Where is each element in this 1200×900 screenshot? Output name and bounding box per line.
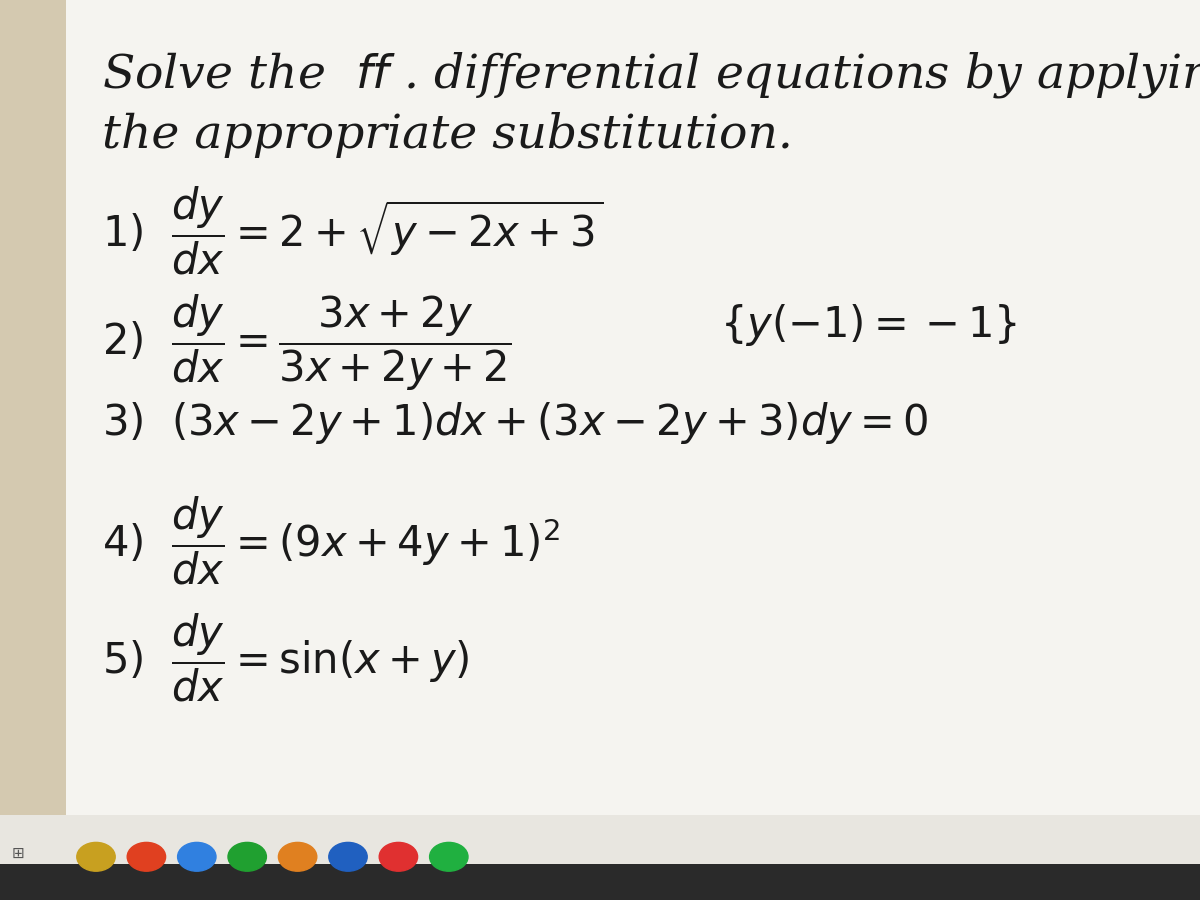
FancyBboxPatch shape — [0, 864, 1200, 900]
Text: $\{y(-1) = -1\}$: $\{y(-1) = -1\}$ — [720, 302, 1016, 347]
Text: 5)  $\dfrac{dy}{dx} = \sin(x + y)$: 5) $\dfrac{dy}{dx} = \sin(x + y)$ — [102, 612, 469, 704]
Circle shape — [127, 842, 166, 871]
Text: 2)  $\dfrac{dy}{dx} = \dfrac{3x + 2y}{3x + 2y + 2}$: 2) $\dfrac{dy}{dx} = \dfrac{3x + 2y}{3x … — [102, 292, 511, 392]
Text: 4)  $\dfrac{dy}{dx} = (9x + 4y + 1)^2$: 4) $\dfrac{dy}{dx} = (9x + 4y + 1)^2$ — [102, 495, 560, 587]
Text: ⊞: ⊞ — [12, 846, 25, 860]
Circle shape — [278, 842, 317, 871]
Circle shape — [228, 842, 266, 871]
Circle shape — [77, 842, 115, 871]
Text: 3)  $(3x - 2y + 1)dx + (3x - 2y + 3)dy = 0$: 3) $(3x - 2y + 1)dx + (3x - 2y + 3)dy = … — [102, 400, 928, 446]
Circle shape — [329, 842, 367, 871]
Text: Solve the  $\it{ff}$ . differential equations by applying: Solve the $\it{ff}$ . differential equat… — [102, 50, 1200, 100]
Circle shape — [379, 842, 418, 871]
Text: 1)  $\dfrac{dy}{dx} = 2 + \sqrt{y - 2x + 3}$: 1) $\dfrac{dy}{dx} = 2 + \sqrt{y - 2x + … — [102, 184, 604, 276]
Text: the appropriate substitution.: the appropriate substitution. — [102, 112, 793, 158]
FancyBboxPatch shape — [0, 0, 66, 900]
FancyBboxPatch shape — [0, 814, 1200, 900]
Circle shape — [430, 842, 468, 871]
Circle shape — [178, 842, 216, 871]
